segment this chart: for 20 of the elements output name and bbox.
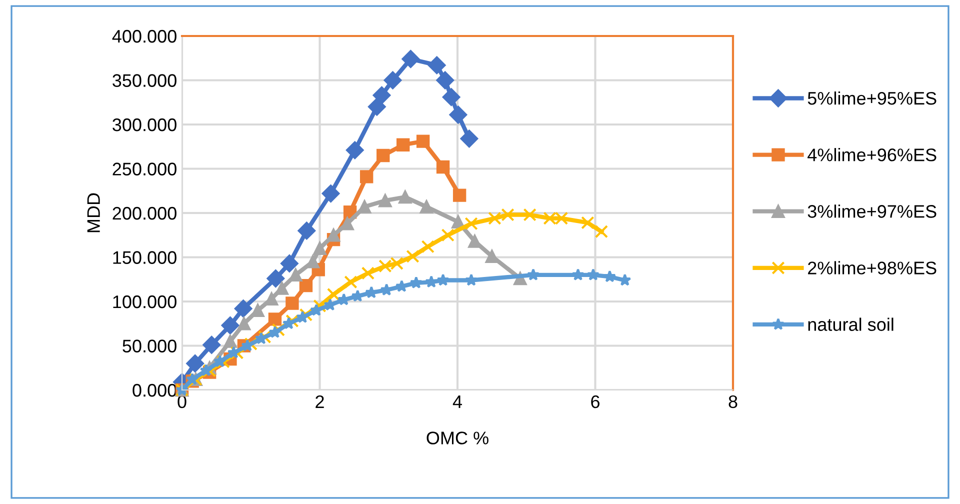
y-tick-label: 100.000: [113, 295, 176, 308]
y-tick-label: 50.000: [122, 340, 176, 352]
y-tick-label: 300.000: [112, 118, 176, 132]
x-tick-label: 2: [316, 395, 324, 408]
y-axis-title: MDD: [87, 193, 100, 232]
legend-label: 4%lime+96%ES: [808, 148, 936, 162]
legend-label: 2%lime+98%ES: [808, 261, 936, 274]
legend-label: natural soil: [808, 318, 894, 331]
x-tick-label: 6: [591, 395, 600, 408]
y-tick-label: 200.000: [112, 206, 176, 220]
legend-label: 3%lime+97%ES: [808, 204, 936, 218]
y-tick-label: 0.000: [132, 384, 176, 397]
x-tick-label: 8: [728, 395, 738, 408]
y-tick-label: 350.000: [112, 74, 176, 87]
y-tick-label: 250.000: [112, 162, 176, 176]
x-axis-title: OMC %: [426, 432, 488, 444]
y-tick-label: 150.000: [113, 251, 176, 264]
y-tick-label: 400.000: [112, 30, 176, 43]
x-tick-label: 4: [452, 396, 462, 408]
legend-label: 5%lime+95%ES: [808, 91, 936, 105]
